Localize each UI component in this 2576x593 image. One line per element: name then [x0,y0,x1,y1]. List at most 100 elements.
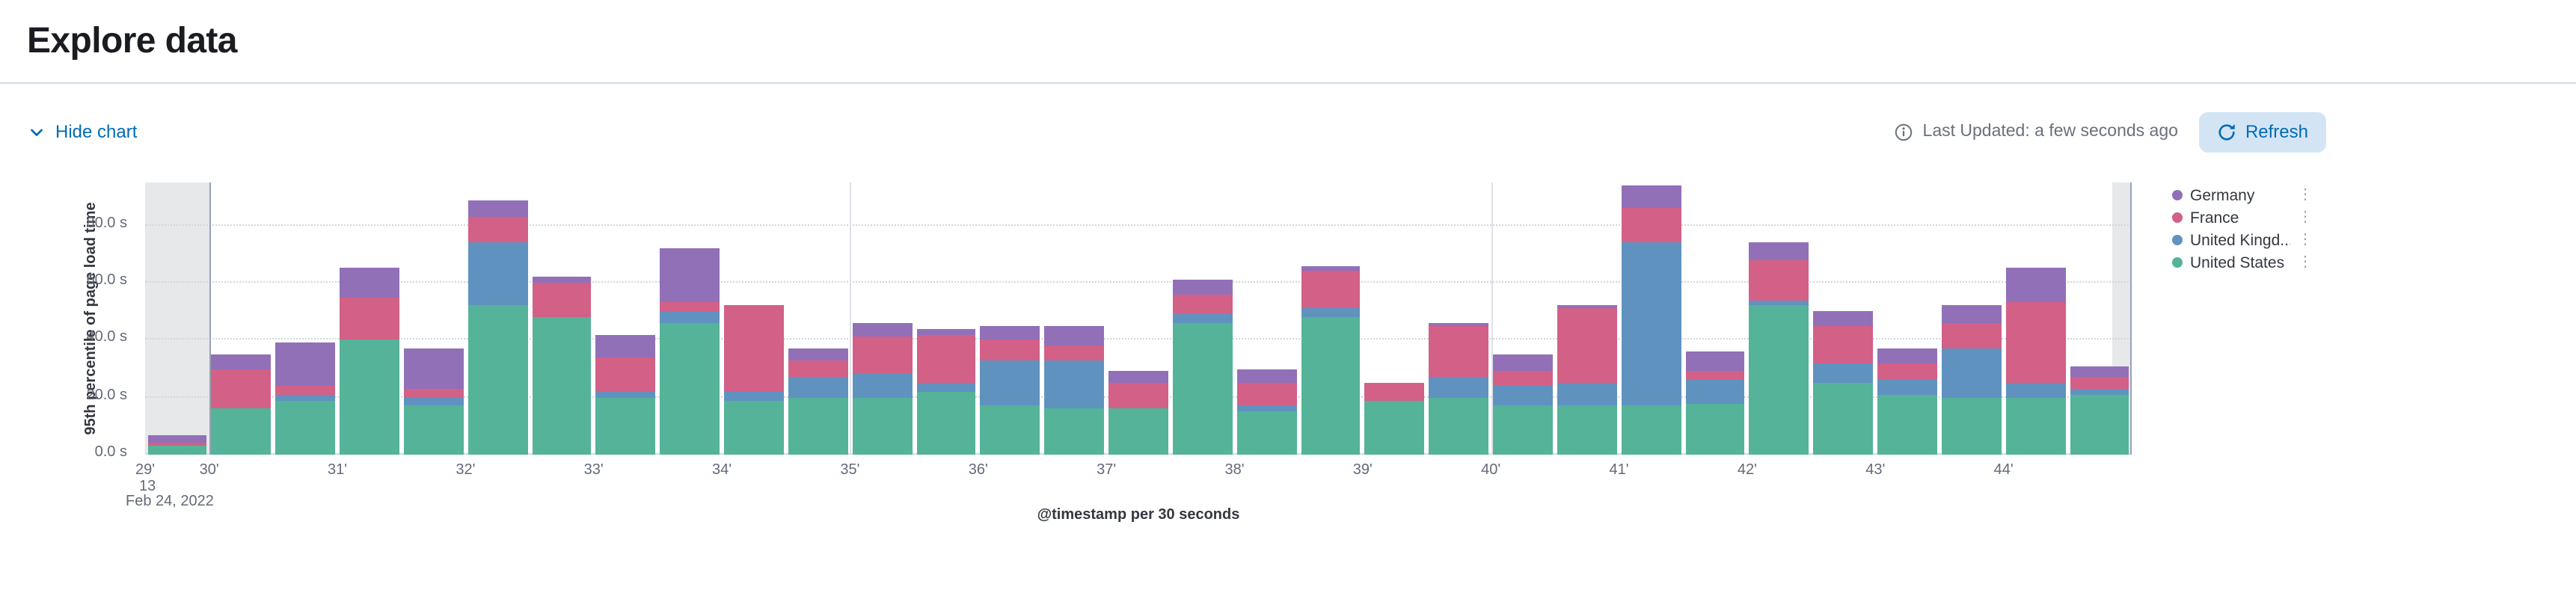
bar-segment-united-kingdom[interactable] [467,242,528,306]
bar-segment-united-kingdom[interactable] [1749,300,1809,306]
bar-segment-united-states[interactable] [1621,405,1681,455]
legend-options-icon[interactable]: ⋮ [2298,209,2313,225]
bar-segment-united-states[interactable] [2005,397,2066,455]
bar-segment-united-kingdom[interactable] [1301,308,1361,318]
bar-segment-united-kingdom[interactable] [1557,383,1617,406]
bar-segment-united-states[interactable] [1044,408,1105,455]
bar-segment-germany[interactable] [1813,311,1874,326]
bar-segment-united-kingdom[interactable] [1877,380,1937,395]
bar-segment-united-kingdom[interactable] [1813,363,1874,384]
bar-segment-united-kingdom[interactable] [916,383,976,392]
bar-segment-france[interactable] [1044,345,1105,360]
bar-segment-france[interactable] [1364,383,1425,401]
bar-segment-united-states[interactable] [275,400,335,455]
bar-segment-germany[interactable] [1301,265,1361,271]
bar-segment-united-states[interactable] [211,408,272,455]
bar-segment-france[interactable] [852,337,913,375]
bar-segment-united-states[interactable] [532,317,592,455]
bar-segment-united-kingdom[interactable] [1685,380,1745,404]
bar-segment-france[interactable] [1557,308,1617,384]
legend-item-france[interactable]: France ⋮ [2172,206,2313,229]
bar-segment-germany[interactable] [340,268,399,298]
bar-segment-france[interactable] [275,386,335,395]
bar-segment-united-kingdom[interactable] [1493,386,1553,406]
bar-segment-germany[interactable] [1172,280,1233,295]
bar-segment-united-kingdom[interactable] [1044,360,1105,409]
bar-segment-france[interactable] [1877,363,1937,381]
bar-segment-united-kingdom[interactable] [2005,383,2066,398]
legend-label[interactable]: United Kingd... [2190,231,2290,249]
legend-options-icon[interactable]: ⋮ [2298,231,2313,248]
bar-segment-germany[interactable] [1044,325,1105,346]
bar-segment-united-kingdom[interactable] [660,311,720,323]
bar-segment-germany[interactable] [1685,351,1745,372]
bar-segment-germany[interactable] [1941,305,2002,323]
bar-segment-france[interactable] [403,388,464,398]
bar-segment-united-kingdom[interactable] [980,360,1040,406]
bar-segment-germany[interactable] [1877,348,1937,363]
bar-segment-united-states[interactable] [1108,408,1168,455]
bar-segment-united-states[interactable] [595,397,656,455]
bar-segment-germany[interactable] [852,322,913,337]
bar-segment-germany[interactable] [1557,305,1617,309]
bar-segment-germany[interactable] [980,325,1040,340]
bar-segment-united-kingdom[interactable] [1941,348,2002,398]
bar-segment-france[interactable] [340,297,399,340]
bar-segment-france[interactable] [916,334,976,384]
bar-segment-germany[interactable] [1429,322,1489,326]
legend-item-united-states[interactable]: United States ⋮ [2172,251,2313,274]
bar-segment-germany[interactable] [1749,242,1809,260]
bar-segment-united-states[interactable] [1236,411,1297,455]
bar-segment-united-kingdom[interactable] [275,394,335,401]
bar-segment-france[interactable] [660,302,720,312]
bar-segment-united-states[interactable] [1172,322,1233,455]
bar-segment-united-states[interactable] [1685,403,1745,455]
bar-segment-france[interactable] [1429,325,1489,378]
legend-item-germany[interactable]: Germany ⋮ [2172,184,2313,206]
bar-segment-united-kingdom[interactable] [788,377,848,398]
bar-segment-france[interactable] [1621,208,1681,243]
bar-segment-united-states[interactable] [724,400,784,455]
bar-segment-france[interactable] [1236,383,1297,406]
bar-segment-united-states[interactable] [467,305,528,455]
bar-segment-united-states[interactable] [1557,405,1617,455]
bar-segment-france[interactable] [2005,302,2066,384]
bar-segment-germany[interactable] [916,328,976,335]
bar-segment-france[interactable] [724,305,784,392]
hide-chart-button[interactable]: Hide chart [27,111,137,153]
bar-segment-united-kingdom[interactable] [1236,405,1297,412]
bar-segment-france[interactable] [595,357,656,392]
bar-segment-france[interactable] [1493,371,1553,387]
bar-segment-france[interactable] [467,217,528,243]
bar-segment-united-states[interactable] [1749,305,1809,455]
legend-label[interactable]: Germany [2190,186,2255,204]
bar-segment-france[interactable] [1813,325,1874,363]
bar-segment-united-states[interactable] [1877,394,1937,455]
bar-segment-united-states[interactable] [852,397,913,455]
bar-segment-germany[interactable] [660,248,720,303]
bar-segment-united-kingdom[interactable] [403,397,464,406]
bar-segment-united-kingdom[interactable] [724,391,784,401]
bar-segment-germany[interactable] [1236,369,1297,384]
bar-segment-germany[interactable] [211,354,272,369]
legend-options-icon[interactable]: ⋮ [2298,254,2313,270]
bar-segment-germany[interactable] [147,434,207,443]
bar-segment-france[interactable] [532,283,592,318]
legend-options-icon[interactable]: ⋮ [2298,186,2313,203]
bar-segment-germany[interactable] [1108,371,1168,384]
bar-segment-united-states[interactable] [1301,317,1361,455]
bar-segment-united-states[interactable] [1493,405,1553,455]
bar-segment-united-kingdom[interactable] [2070,388,2129,395]
bar-segment-united-kingdom[interactable] [1621,242,1681,406]
bar-segment-united-states[interactable] [1429,397,1489,455]
bar-segment-united-states[interactable] [660,322,720,455]
legend-label[interactable]: France [2190,209,2239,227]
bar-segment-united-states[interactable] [980,405,1040,455]
bar-segment-france[interactable] [2070,377,2129,389]
refresh-button[interactable]: Refresh [2198,111,2326,152]
bar-segment-germany[interactable] [788,348,848,360]
bar-segment-germany[interactable] [1621,185,1681,209]
bar-segment-united-kingdom[interactable] [1172,314,1233,323]
bar-segment-germany[interactable] [595,334,656,357]
bar-segment-united-kingdom[interactable] [595,391,656,398]
